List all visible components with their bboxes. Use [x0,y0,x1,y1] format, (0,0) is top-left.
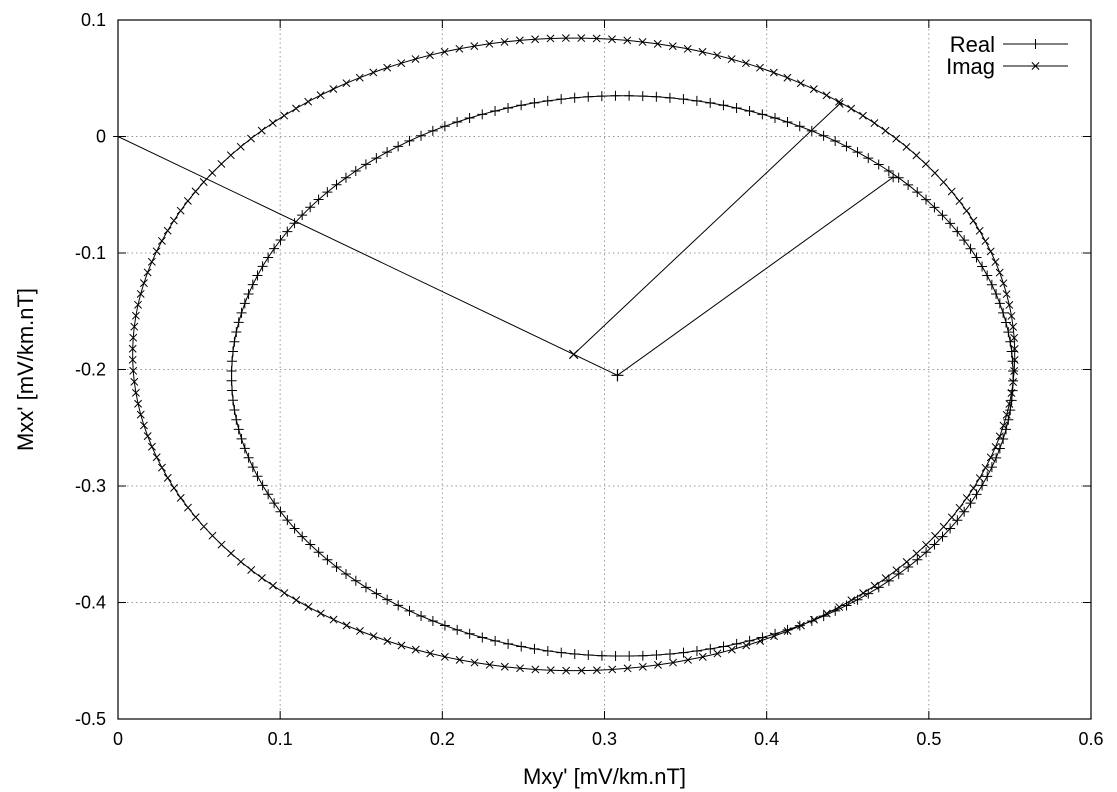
x-ticks: 0 0.1 0.2 0.3 0.4 0.5 0.6 [113,20,1104,749]
center-marker-real [611,369,624,382]
x-tick-label: 0.6 [1078,729,1103,749]
plot-frame [117,19,1092,720]
vector-end-marker [888,172,899,183]
x-tick-label: 0.4 [754,729,779,749]
y-axis-title: Mxx' [mV/km.nT] [13,288,38,451]
ellipse-markers-real [226,90,1019,662]
y-tick-label: -0.3 [75,476,106,496]
legend-marker-real [1030,39,1041,49]
series-imag [128,34,1019,675]
y-tick-label: -0.5 [75,709,106,729]
center-marker-imag [568,349,579,360]
legend-marker-imag [1031,62,1040,70]
x-tick-label: 0.5 [916,729,941,749]
x-tick-label: 0 [113,729,123,749]
y-tick-label: 0.1 [81,10,106,30]
x-tick-label: 0.3 [592,729,617,749]
y-ticks: -0.5 -0.4 -0.3 -0.2 -0.1 0 0.1 [75,10,1091,729]
y-tick-label: -0.2 [75,360,106,380]
vector-end-marker [835,99,844,108]
x-tick-label: 0.2 [430,729,455,749]
ellipse-markers-imag [128,34,1019,675]
y-tick-label: -0.4 [75,593,106,613]
vector-line-real [617,176,894,376]
legend-label-real: Real [950,32,995,57]
series-real [113,90,1019,662]
y-tick-label: -0.1 [75,243,106,263]
vector-line-real [117,136,618,376]
x-tick-label: 0.1 [268,729,293,749]
plot-series [113,34,1019,675]
legend-label-imag: Imag [946,54,995,79]
vector-line-imag [573,103,840,355]
x-axis-title: Mxy' [mV/km.nT] [523,764,686,789]
y-tick-label: 0 [96,127,106,147]
